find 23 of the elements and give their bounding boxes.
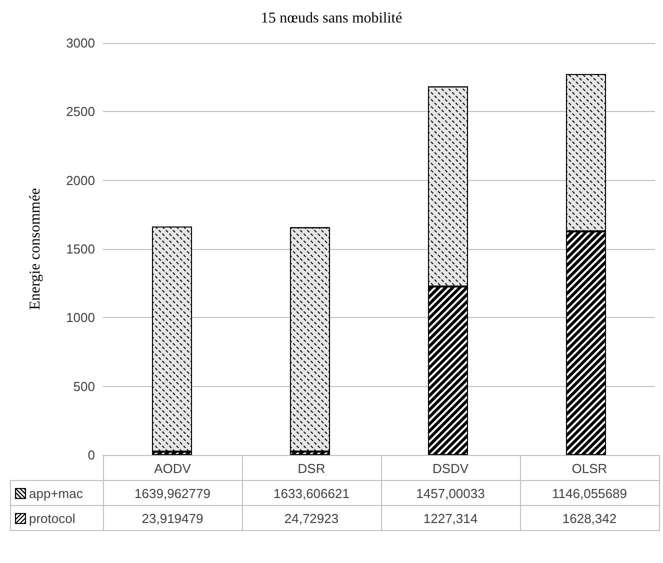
y-tick-label: 2500 — [66, 104, 95, 120]
legend-label: app+mac — [10, 480, 103, 506]
x-tick-label: AODV — [103, 456, 242, 480]
data-label: 1227,314 — [381, 506, 520, 530]
y-tick-label: 500 — [73, 378, 95, 394]
data-label: 1633,606621 — [242, 480, 381, 506]
data-label: 1457,00033 — [381, 480, 520, 506]
data-label: 1628,342 — [520, 506, 659, 530]
y-tick-label: 3000 — [66, 36, 95, 50]
y-axis-title: Energie consommée — [28, 188, 44, 310]
chart-title: 15 nœuds sans mobilité — [260, 10, 402, 26]
data-label: 1146,055689 — [520, 480, 659, 506]
data-label: 24,72923 — [242, 506, 381, 530]
y-tick-label: 1500 — [66, 242, 95, 256]
x-tick-label: DSDV — [381, 456, 520, 480]
data-label: 23,919479 — [103, 506, 242, 530]
x-tick-label: OLSR — [520, 456, 659, 480]
y-tick-label: 2000 — [66, 172, 95, 188]
x-tick-label: DSR — [242, 456, 381, 480]
y-tick-label: 1000 — [66, 310, 95, 326]
y-tick-label: 0 — [88, 448, 95, 462]
legend-label: protocol — [10, 506, 103, 530]
data-label: 1639,962779 — [103, 480, 242, 506]
